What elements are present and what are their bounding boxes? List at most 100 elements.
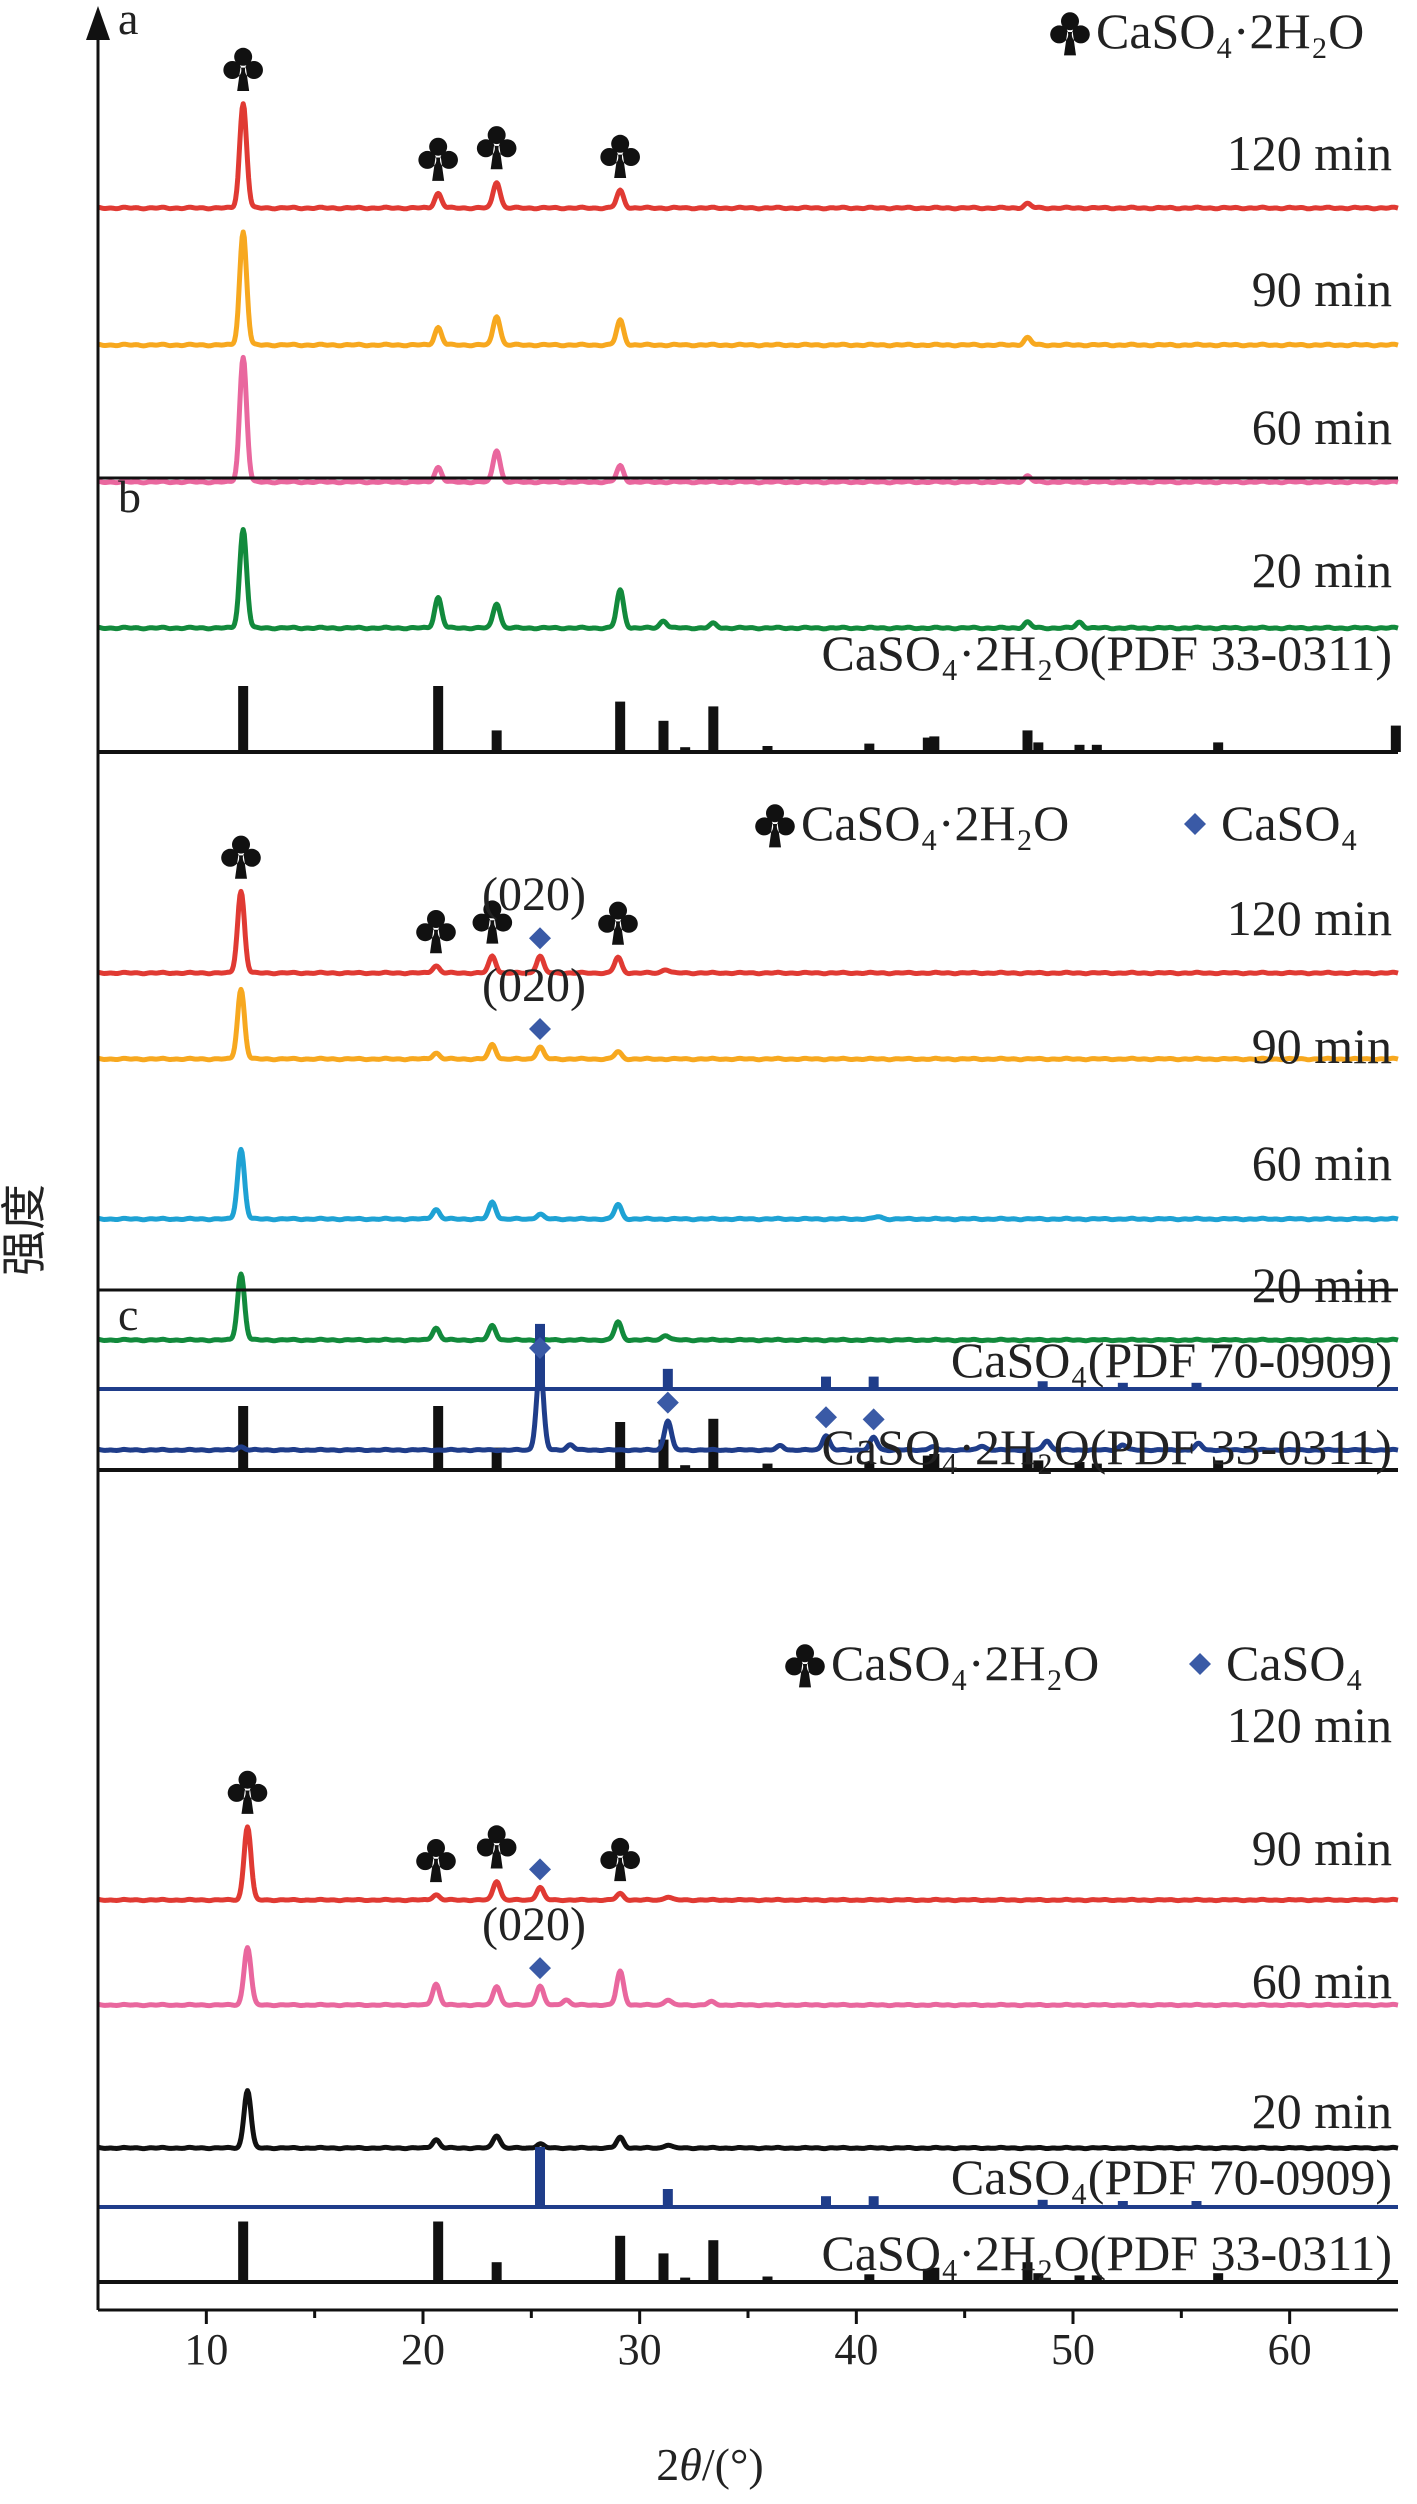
- peak-marker-club-icon: [416, 910, 456, 954]
- peak-marker-club-icon: [476, 1825, 517, 1869]
- reference-stick-8: [864, 2274, 875, 2282]
- legend-club-icon: [785, 1644, 825, 1688]
- reference-stick-14: [1091, 744, 1102, 752]
- x-axis-label-suffix: /(°): [702, 2439, 764, 2490]
- reference-label-c-1: CaSO₄·2H₂O(PDF 33-0311): [821, 2225, 1392, 2281]
- x-axis-label-theta: θ: [679, 2439, 702, 2490]
- reference-stick-7: [762, 2276, 773, 2282]
- reference-stick-3: [615, 701, 626, 752]
- reference-stick-7: [762, 746, 773, 752]
- series-a-3: [96, 527, 1400, 632]
- peak-marker-club-icon: [221, 835, 261, 879]
- y-axis-label: 强度: [0, 1184, 50, 1276]
- reference-label-b-0: CaSO₄(PDF 70-0909): [951, 1332, 1392, 1388]
- reference-stick-7: [762, 1463, 773, 1470]
- reference-label-b-1: CaSO₄·2H₂O(PDF 33-0311): [821, 1419, 1392, 1475]
- peak-marker-club-icon: [600, 1837, 640, 1882]
- legend-entry-c-0: CaSO₄·2H₂O: [831, 1635, 1099, 1691]
- reference-stick-4: [1037, 1381, 1048, 1389]
- series-label-b-0: 120 min: [1227, 890, 1392, 946]
- legend-club-icon: [1050, 12, 1090, 56]
- series-label-a-3: 20 min: [1252, 542, 1392, 598]
- peak-marker-club-icon: [223, 47, 263, 91]
- reference-stick-6: [1191, 2201, 1202, 2207]
- peak-marker-club-icon: [227, 1770, 268, 1814]
- reference-stick-2: [491, 2262, 502, 2282]
- reference-stick-11: [1022, 1449, 1033, 1470]
- legend-entry-c-1: CaSO₄: [1226, 1635, 1363, 1691]
- reference-stick-10: [929, 736, 940, 752]
- reference-stick-4: [658, 720, 669, 752]
- x-axis-label: 2θ/(°): [656, 2439, 763, 2490]
- series-a-0: [96, 101, 1400, 212]
- reference-stick-15: [1213, 2273, 1224, 2282]
- reference-stick-13: [1074, 2275, 1085, 2282]
- series-b-2: [96, 1146, 1400, 1223]
- reference-stick-5: [680, 747, 691, 752]
- reference-stick-15: [1213, 742, 1224, 752]
- peak-marker-diamond-icon: [656, 1391, 679, 1414]
- reference-stick-11: [1022, 730, 1033, 752]
- peak-marker-club-icon: [476, 126, 517, 170]
- series-c-2: [96, 1945, 1400, 2009]
- reference-stick-0: [535, 2147, 545, 2207]
- reference-stick-1: [433, 1406, 444, 1470]
- reference-stick-8: [864, 743, 875, 752]
- reference-c-1: [98, 2221, 1398, 2284]
- reference-stick-10: [929, 1454, 940, 1470]
- reference-stick-15: [1213, 1460, 1224, 1470]
- peak-marker-club-icon: [600, 134, 640, 178]
- reference-stick-4: [1037, 2199, 1048, 2207]
- reference-label-a-0: CaSO₄·2H₂O(PDF 33-0311): [821, 625, 1392, 681]
- series-label-a-0: 120 min: [1227, 125, 1392, 181]
- reference-stick-12: [1033, 2273, 1044, 2282]
- x-tick-label: 30: [618, 2325, 662, 2374]
- reference-label-c-0: CaSO₄(PDF 70-0909): [951, 2149, 1392, 2205]
- reference-stick-9: [922, 1455, 933, 1470]
- x-tick-label: 60: [1268, 2325, 1312, 2374]
- series-label-a-1: 90 min: [1252, 261, 1392, 317]
- series-b-1: [96, 986, 1400, 1063]
- peak-marker-diamond-icon: [529, 1337, 551, 1359]
- x-tick-label: 20: [401, 2325, 445, 2374]
- series-c-3: [96, 2088, 1400, 2152]
- reference-stick-6: [708, 706, 719, 752]
- reference-stick-12: [1033, 742, 1044, 752]
- series-c-0: [96, 1363, 1400, 1454]
- reference-stick-3: [615, 2235, 626, 2282]
- reference-stick-0: [238, 1406, 249, 1470]
- series-label-b-1: 90 min: [1252, 1018, 1392, 1074]
- series-label-c-2: 60 min: [1252, 1953, 1392, 2009]
- axes-layer: 10 20 30 40 50 60: [86, 6, 1398, 2374]
- peak-marker-diamond-icon: [862, 1408, 885, 1431]
- reference-stick-5: [1117, 2201, 1128, 2207]
- legend-club-icon: [755, 804, 795, 848]
- series-b-3: [96, 1271, 1400, 1344]
- reference-stick-1: [433, 2221, 444, 2282]
- peak-marker-club-icon: [416, 1838, 456, 1883]
- reference-stick-14: [1091, 2275, 1102, 2282]
- series-label-c-1: 90 min: [1252, 1820, 1392, 1876]
- reference-c-0: [98, 2147, 1398, 2209]
- reference-stick-5: [680, 2277, 691, 2282]
- panel-c: [96, 1363, 1400, 2284]
- x-tick-label: 50: [1051, 2325, 1095, 2374]
- reference-stick-3: [868, 1376, 879, 1389]
- panel-b: [96, 888, 1400, 1472]
- series-label-c-0: 120 min: [1227, 1697, 1392, 1753]
- peak-label-b-1-0: (020): [482, 959, 586, 1012]
- series-label-c-3: 20 min: [1252, 2083, 1392, 2139]
- reference-stick-4: [658, 2253, 669, 2282]
- reference-stick-3: [615, 1422, 626, 1470]
- traces-layer: [96, 101, 1401, 2284]
- labels-layer: a CaSO₄·2H₂O 120 min 90 min 60 min 20 min CaSO…: [118, 0, 1392, 2281]
- reference-stick-6: [708, 2240, 719, 2282]
- reference-stick-14: [1091, 1463, 1102, 1470]
- x-tick-label: 40: [834, 2325, 878, 2374]
- series-label-b-3: 20 min: [1252, 1257, 1392, 1313]
- legend-entry-b-1: CaSO₄: [1221, 795, 1358, 851]
- peak-marker-club-icon: [418, 137, 458, 181]
- peak-marker-diamond-icon: [529, 927, 551, 950]
- peak-marker-club-icon: [598, 901, 638, 945]
